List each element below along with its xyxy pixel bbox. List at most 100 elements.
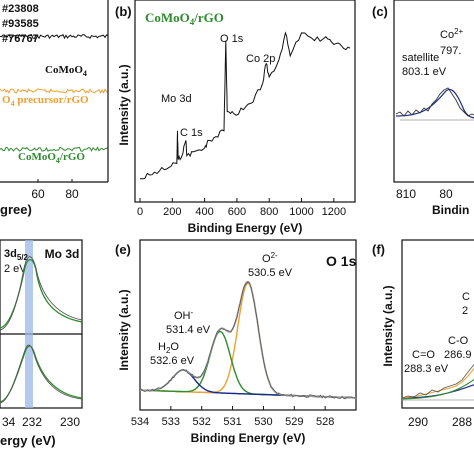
svg-text:CoMoO4/rGO: CoMoO4/rGO	[18, 151, 85, 165]
f-fit-co-single	[401, 378, 474, 400]
c-797-label: 797.	[440, 45, 461, 57]
a-legend-3: #76767	[2, 33, 39, 45]
e-envelope	[139, 280, 356, 399]
e-tick-label: 529	[285, 416, 303, 428]
c-satellite-label: satellite	[402, 52, 439, 64]
b-peak-c1s: C 1s	[180, 127, 203, 139]
b-tick-label: 1200	[322, 206, 346, 218]
f-panel-letter: (f)	[372, 242, 385, 257]
b-tick-label: 200	[163, 206, 181, 218]
e-tick-label: 530	[254, 416, 272, 428]
f-c-label: C	[462, 291, 470, 303]
svg-text:O4 precursor/rGO: O4 precursor/rGO	[2, 94, 89, 108]
e-tick-label: 533	[162, 416, 180, 428]
b-tick-label: 1000	[289, 206, 313, 218]
panel-a: #23808 #93585 #76767 CoMoO4 O4 precursor…	[0, 0, 109, 217]
a-series-2-label: O	[2, 94, 11, 106]
e-raw-spectrum	[139, 281, 357, 400]
f-plot-frame	[401, 239, 474, 409]
a-spectra	[0, 33, 109, 152]
e-o2-ev: 530.5 eV	[248, 267, 293, 279]
e-h2o-ev: 532.6 eV	[150, 355, 195, 367]
panel-b: (b) CoMoO4/rGO Intensity (a.u.) 0 200 400 6…	[115, 0, 356, 235]
e-x-label: Binding Energy (eV)	[191, 431, 306, 445]
b-survey-spectrum	[140, 31, 351, 180]
c-co-label: Co	[440, 29, 454, 41]
f-co-double-label: C=O	[412, 349, 435, 361]
f-tick-288: 288	[452, 415, 472, 429]
a-legend-2: #93585	[2, 18, 39, 30]
d-x-label: ergy (eV)	[0, 433, 56, 448]
d-3d-label: 3d	[4, 248, 17, 260]
b-peak-mo3d: Mo 3d	[161, 93, 192, 105]
c-panel-letter: (c)	[372, 4, 388, 19]
e-panel-letter: (e)	[115, 242, 131, 257]
e-title: O 1s	[326, 253, 357, 269]
c-plot-frame	[393, 0, 474, 183]
f-co-double-ev: 288.3 eV	[404, 363, 449, 375]
e-plot-frame	[139, 239, 357, 411]
a-tick-60: 60	[31, 187, 45, 201]
b-x-ticks: 0 200 400 600 800 1000 1200	[137, 198, 346, 218]
f-raw-spectrum	[401, 363, 474, 399]
f-co-single-label: C-O	[448, 335, 469, 347]
panel-e: (e) O 1s Intensity (a.u.) 534 533 532 531 53…	[115, 239, 357, 445]
c-tick-810: 810	[396, 187, 416, 201]
b-tick-label: 600	[228, 206, 246, 218]
e-x-ticks: 534 533 532 531 530 529 528	[131, 406, 334, 428]
d-fit-top	[0, 259, 83, 329]
d-tick-230: 230	[60, 415, 80, 429]
e-tick-label: 534	[131, 416, 149, 428]
c-x-label: Bindin	[432, 203, 469, 217]
d-highlight-band	[25, 240, 33, 408]
c-fit-satellite	[395, 88, 474, 119]
f-c-ev: 2	[462, 305, 468, 317]
b-peak-co2p: Co 2p	[246, 53, 275, 65]
b-tick-label: 800	[260, 206, 278, 218]
svg-text:OH-: OH-	[174, 308, 194, 322]
d-raw-top	[0, 256, 83, 331]
svg-text:CoMoO4/rGO: CoMoO4/rGO	[145, 10, 224, 27]
panel-d: Mo 3d 3d5/2 2 eV 34 232 230 ergy (eV)	[0, 239, 83, 448]
d-fit-bottom	[0, 345, 83, 403]
e-oh-label: OH	[174, 310, 191, 322]
b-tick-label: 400	[195, 206, 213, 218]
b-y-label: Intensity (a.u.)	[117, 64, 131, 145]
c-raw-spectrum	[395, 87, 474, 117]
f-tick-290: 290	[408, 415, 428, 429]
d-tick-234: 34	[2, 415, 16, 429]
c-tick-800: 80	[439, 187, 453, 201]
b-tick-label: 0	[137, 206, 143, 218]
svg-text:CoMoO4: CoMoO4	[45, 64, 87, 78]
svg-text:O2-: O2-	[262, 251, 278, 265]
panel-f: (f) Intensity (a.u.) C 2 C-O 286.9 C=O 2…	[372, 239, 474, 429]
d-plot-frame	[0, 239, 83, 409]
svg-text:H2O: H2O	[158, 341, 179, 355]
b-panel-letter: (b)	[115, 4, 132, 19]
e-fit-curves	[139, 280, 357, 400]
a-tick-80: 80	[65, 187, 79, 201]
a-series-3-line	[0, 146, 109, 152]
b-plot-frame	[134, 0, 356, 203]
svg-text:3d5/2: 3d5/2	[4, 248, 29, 262]
f-co-single-ev: 286.9	[444, 349, 472, 361]
d-ev-label: 2 eV	[4, 263, 27, 275]
e-component-3	[139, 369, 356, 399]
e-y-label: Intensity (a.u.)	[117, 289, 131, 370]
a-x-label: gree)	[0, 202, 32, 217]
a-legend-1: #23808	[2, 3, 39, 15]
e-tick-label: 532	[193, 416, 211, 428]
d-title: Mo 3d	[45, 247, 80, 261]
e-h2o-label: H	[158, 341, 166, 353]
e-tick-label: 528	[316, 416, 334, 428]
d-tick-232: 232	[22, 415, 42, 429]
b-peak-o1s: O 1s	[220, 33, 244, 45]
svg-text:Co2+: Co2+	[440, 27, 464, 41]
d-raw-bottom	[0, 344, 83, 404]
a-series-1-line	[0, 33, 109, 40]
a-series-2-line	[0, 88, 109, 94]
c-satellite-ev: 803.1 eV	[402, 66, 447, 78]
e-o2-label: O	[262, 253, 271, 265]
a-series-1-label: CoMoO	[45, 64, 83, 76]
